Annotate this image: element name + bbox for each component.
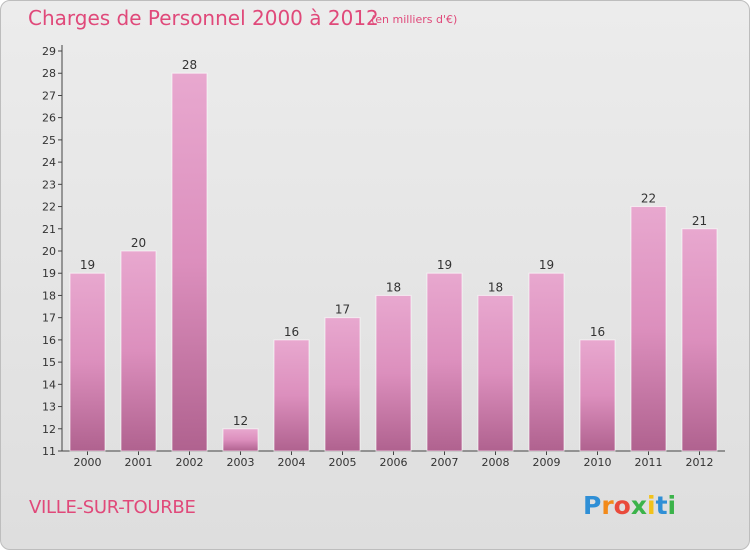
x-tick-label-2006: 2006 bbox=[380, 456, 408, 469]
y-tick-label: 15 bbox=[42, 356, 56, 369]
x-tick-label-2012: 2012 bbox=[686, 456, 714, 469]
value-label-2011: 22 bbox=[641, 192, 656, 206]
brand-letter: P bbox=[583, 491, 602, 520]
value-label-2004: 16 bbox=[284, 325, 299, 339]
value-label-2006: 18 bbox=[386, 280, 401, 294]
y-tick-label: 24 bbox=[42, 156, 56, 169]
value-label-2002: 28 bbox=[182, 58, 197, 72]
y-tick-label: 23 bbox=[42, 178, 56, 191]
brand-logo: Proxiti bbox=[583, 491, 676, 520]
y-tick-label: 21 bbox=[42, 223, 56, 236]
bar-2001 bbox=[120, 250, 157, 452]
y-tick-label: 17 bbox=[42, 312, 56, 325]
axes: 11 12 13 14 15 16 17 18 19 20 21 22 23 24 25 26 27 28 29 20… bbox=[42, 45, 725, 469]
bar-2003 bbox=[222, 428, 259, 452]
bars bbox=[69, 72, 718, 452]
bar-2006 bbox=[375, 294, 412, 452]
bar-2010 bbox=[579, 339, 616, 452]
value-label-2001: 20 bbox=[131, 236, 146, 250]
bar-2002 bbox=[171, 72, 208, 452]
x-tick-label-2007: 2007 bbox=[431, 456, 459, 469]
value-label-2000: 19 bbox=[80, 258, 95, 272]
bar-2011 bbox=[630, 206, 667, 452]
bar-2004 bbox=[273, 339, 310, 452]
brand-letter: x bbox=[630, 491, 647, 520]
y-tick-label: 26 bbox=[42, 112, 56, 125]
bar-2012 bbox=[681, 228, 718, 452]
x-tick-label-2004: 2004 bbox=[278, 456, 306, 469]
chart-subtitle: (en milliers d'€) bbox=[371, 13, 458, 26]
y-tick-label: 12 bbox=[42, 423, 56, 436]
x-tick-label-2005: 2005 bbox=[329, 456, 357, 469]
brand-letter: o bbox=[613, 491, 631, 520]
x-tick-label-2000: 2000 bbox=[74, 456, 102, 469]
y-tick-label: 28 bbox=[42, 67, 56, 80]
y-tick-label: 25 bbox=[42, 134, 56, 147]
value-label-2010: 16 bbox=[590, 325, 605, 339]
y-tick-label: 16 bbox=[42, 334, 56, 347]
y-tick-label: 19 bbox=[42, 267, 56, 280]
value-label-2008: 18 bbox=[488, 280, 503, 294]
x-tick-label-2010: 2010 bbox=[584, 456, 612, 469]
brand-letter: i bbox=[647, 491, 656, 520]
bar-2008 bbox=[477, 294, 514, 452]
value-label-2012: 21 bbox=[692, 214, 707, 228]
x-tick-label-2009: 2009 bbox=[533, 456, 561, 469]
value-label-2007: 19 bbox=[437, 258, 452, 272]
x-tick-label-2002: 2002 bbox=[176, 456, 204, 469]
y-tick-label: 18 bbox=[42, 289, 56, 302]
y-tick-label: 20 bbox=[42, 245, 56, 258]
x-tick-label-2003: 2003 bbox=[227, 456, 255, 469]
x-tick-label-2011: 2011 bbox=[635, 456, 663, 469]
y-tick-label: 11 bbox=[42, 445, 56, 458]
brand-letter: i bbox=[667, 491, 677, 520]
x-tick-label-2001: 2001 bbox=[125, 456, 153, 469]
chart-title: Charges de Personnel 2000 à 2012 bbox=[28, 6, 379, 30]
value-label-2005: 17 bbox=[335, 303, 350, 317]
bar-2000 bbox=[69, 272, 106, 452]
value-label-2003: 12 bbox=[233, 414, 248, 428]
y-tick-label: 13 bbox=[42, 401, 56, 414]
y-tick-label: 22 bbox=[42, 201, 56, 214]
value-labels: 19 20 28 12 16 17 18 19 18 19 16 22 21 bbox=[80, 58, 707, 428]
place-name: VILLE-SUR-TOURBE bbox=[29, 497, 196, 518]
bar-2007 bbox=[426, 272, 463, 452]
brand-letter: r bbox=[601, 491, 614, 520]
y-tick-label: 29 bbox=[42, 45, 56, 58]
bar-2005 bbox=[324, 317, 361, 452]
x-tick-label-2008: 2008 bbox=[482, 456, 510, 469]
value-label-2009: 19 bbox=[539, 258, 554, 272]
bar-2009 bbox=[528, 272, 565, 452]
y-tick-label: 14 bbox=[42, 378, 56, 391]
y-tick-label: 27 bbox=[42, 89, 56, 102]
brand-letter: t bbox=[655, 491, 668, 520]
